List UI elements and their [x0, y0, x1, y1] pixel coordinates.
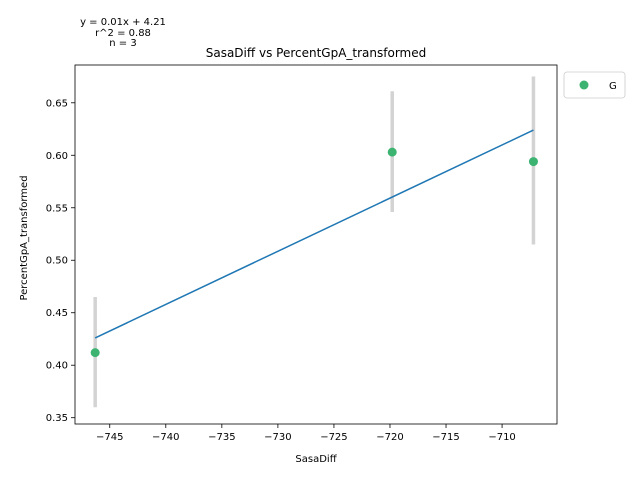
axes-frame [74, 64, 558, 425]
y-tick-label: 0.50 [46, 256, 68, 267]
annotation-n: n = 3 [109, 38, 136, 49]
data-point [528, 157, 538, 167]
x-tick-label: −710 [488, 432, 515, 443]
x-tick-label: −735 [208, 432, 235, 443]
y-tick-label: 0.55 [46, 203, 68, 214]
data-points [90, 147, 538, 358]
x-tick-label: −720 [376, 432, 403, 443]
x-axis-ticks: −745 −740 −735 −730 −725 −720 −715 −710 [96, 424, 516, 443]
x-axis-label: SasaDiff [295, 454, 337, 465]
legend-label-g: G [609, 81, 617, 92]
annotation-r-squared: r^2 = 0.88 [95, 28, 151, 39]
data-point [90, 348, 100, 358]
legend-marker-g [579, 80, 589, 90]
x-tick-label: −745 [96, 432, 123, 443]
x-tick-label: −730 [264, 432, 291, 443]
x-tick-label: −740 [152, 432, 179, 443]
x-tick-label: −715 [432, 432, 459, 443]
y-axis-label: PercentGpA_transformed [19, 175, 30, 300]
y-tick-label: 0.60 [46, 151, 68, 162]
y-tick-label: 0.35 [46, 413, 68, 424]
y-tick-label: 0.65 [46, 98, 68, 109]
annotation-equation: y = 0.01x + 4.21 [80, 17, 166, 28]
fit-line [94, 129, 534, 339]
fit-line-group [94, 129, 534, 339]
y-axis-ticks: 0.35 0.40 0.45 0.50 0.55 0.60 0.65 [46, 98, 75, 424]
y-tick-label: 0.45 [46, 308, 68, 319]
legend: G [563, 71, 626, 99]
x-tick-label: −725 [320, 432, 347, 443]
y-tick-label: 0.40 [46, 361, 68, 372]
chart-title: SasaDiff vs PercentGpA_transformed [206, 46, 427, 60]
legend-box [563, 71, 626, 99]
data-point [387, 147, 397, 157]
